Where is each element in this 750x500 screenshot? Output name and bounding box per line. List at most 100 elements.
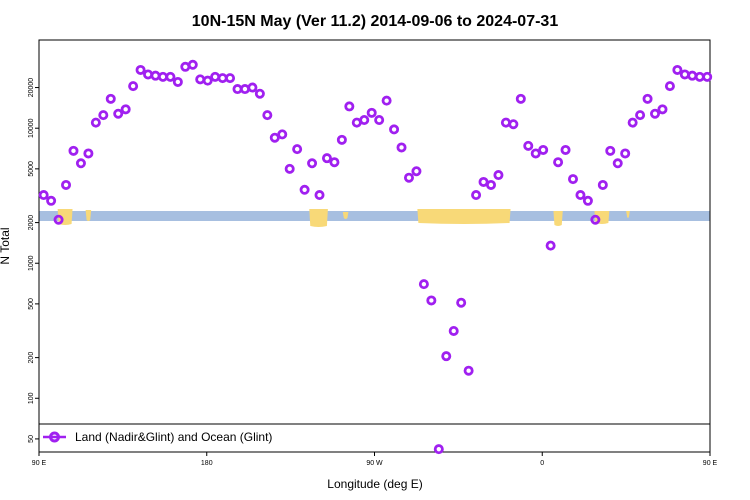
data-point (515, 93, 526, 104)
data-point (381, 95, 392, 106)
land-patch-3 (342, 212, 349, 219)
data-point (560, 144, 571, 155)
data-point (128, 81, 139, 92)
data-point (657, 104, 668, 115)
legend-marker (49, 431, 60, 443)
data-point (403, 172, 414, 183)
data-point (187, 59, 198, 70)
data-point (456, 297, 467, 308)
data-point (61, 179, 72, 190)
data-point (321, 153, 332, 164)
data-point (210, 71, 221, 82)
x-tick-label: 90 W (366, 460, 383, 467)
data-point (627, 117, 638, 128)
data-point (284, 163, 295, 174)
land-patch-5 (553, 211, 563, 226)
data-point (568, 174, 579, 185)
data-point (269, 132, 280, 143)
data-points (38, 59, 713, 455)
x-tick-label: 0 (540, 460, 544, 467)
data-point (277, 129, 288, 140)
data-point (605, 145, 616, 156)
data-point (172, 76, 183, 87)
data-point (523, 140, 534, 151)
data-point (553, 157, 564, 168)
data-point (90, 117, 101, 128)
ocean-band (39, 211, 710, 221)
data-point (448, 325, 459, 336)
data-point (46, 195, 57, 206)
land-patch-7 (626, 211, 630, 218)
data-point (396, 142, 407, 153)
land-patch-2 (309, 209, 328, 227)
data-point (530, 148, 541, 159)
data-point (426, 295, 437, 306)
data-point (75, 158, 86, 169)
data-point (687, 70, 698, 81)
data-point (418, 279, 429, 290)
legend: Land (Nadir&Glint) and Ocean (Glint) (43, 430, 272, 444)
data-point (702, 71, 713, 82)
data-point (635, 110, 646, 121)
map-strip (39, 209, 710, 227)
x-tick-label: 90 E (703, 460, 718, 467)
data-point (135, 64, 146, 75)
data-point (113, 108, 124, 119)
data-point (679, 69, 690, 80)
data-point (120, 104, 131, 115)
data-point (374, 115, 385, 126)
data-point (433, 444, 444, 455)
data-point (463, 365, 474, 376)
data-point (314, 190, 325, 201)
data-point (597, 179, 608, 190)
y-tick-label: 1000 (28, 255, 35, 271)
data-point (150, 70, 161, 81)
data-point (239, 84, 250, 95)
data-point (329, 157, 340, 168)
data-point (538, 144, 549, 155)
data-point (344, 101, 355, 112)
data-point (441, 351, 452, 362)
data-point (545, 240, 556, 251)
data-point (620, 148, 631, 159)
y-tick-label: 20000 (28, 78, 35, 98)
data-point (195, 74, 206, 85)
plot-frame (38, 39, 711, 453)
data-point (485, 179, 496, 190)
data-point (493, 170, 504, 181)
data-point (582, 195, 593, 206)
data-point (254, 88, 265, 99)
data-point (299, 184, 310, 195)
data-point (38, 190, 49, 201)
data-point (642, 93, 653, 104)
data-point (366, 107, 377, 118)
data-point (53, 214, 64, 225)
data-point (105, 93, 116, 104)
data-point (83, 148, 94, 159)
data-point (508, 119, 519, 130)
chart-title: 10N-15N May (Ver 11.2) 2014-09-06 to 202… (192, 13, 559, 30)
data-point (292, 144, 303, 155)
y-tick-label: 5000 (28, 161, 35, 177)
data-point (307, 158, 318, 169)
data-point (165, 71, 176, 82)
y-axis: 50 100 200 500 1000 2000 5000 10000 20000 (28, 78, 39, 443)
data-point (359, 115, 370, 126)
data-point (336, 134, 347, 145)
data-point (202, 75, 213, 86)
data-point (389, 124, 400, 135)
data-point (68, 145, 79, 156)
y-axis-label: N Total (0, 227, 12, 264)
data-point (471, 190, 482, 201)
y-tick-label: 200 (28, 352, 35, 364)
x-tick-label: 90 E (32, 460, 47, 467)
data-point (672, 64, 683, 75)
data-point (262, 110, 273, 121)
data-point (98, 110, 109, 121)
y-tick-label: 100 (28, 392, 35, 404)
land-patch-1 (85, 210, 92, 221)
y-tick-label: 50 (28, 435, 35, 443)
data-point (612, 158, 623, 169)
